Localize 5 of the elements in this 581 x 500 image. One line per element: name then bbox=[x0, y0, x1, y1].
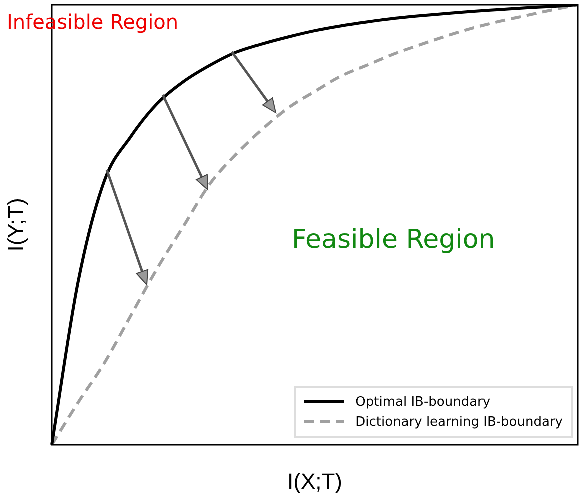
legend-label: Optimal IB-boundary bbox=[356, 394, 491, 410]
x-axis-title: I(X;T) bbox=[288, 468, 342, 494]
y-axis-title: I(Y;T) bbox=[3, 198, 28, 252]
legend-label: Dictionary learning IB-boundary bbox=[356, 414, 563, 430]
annotation: Feasible Region bbox=[292, 225, 496, 255]
